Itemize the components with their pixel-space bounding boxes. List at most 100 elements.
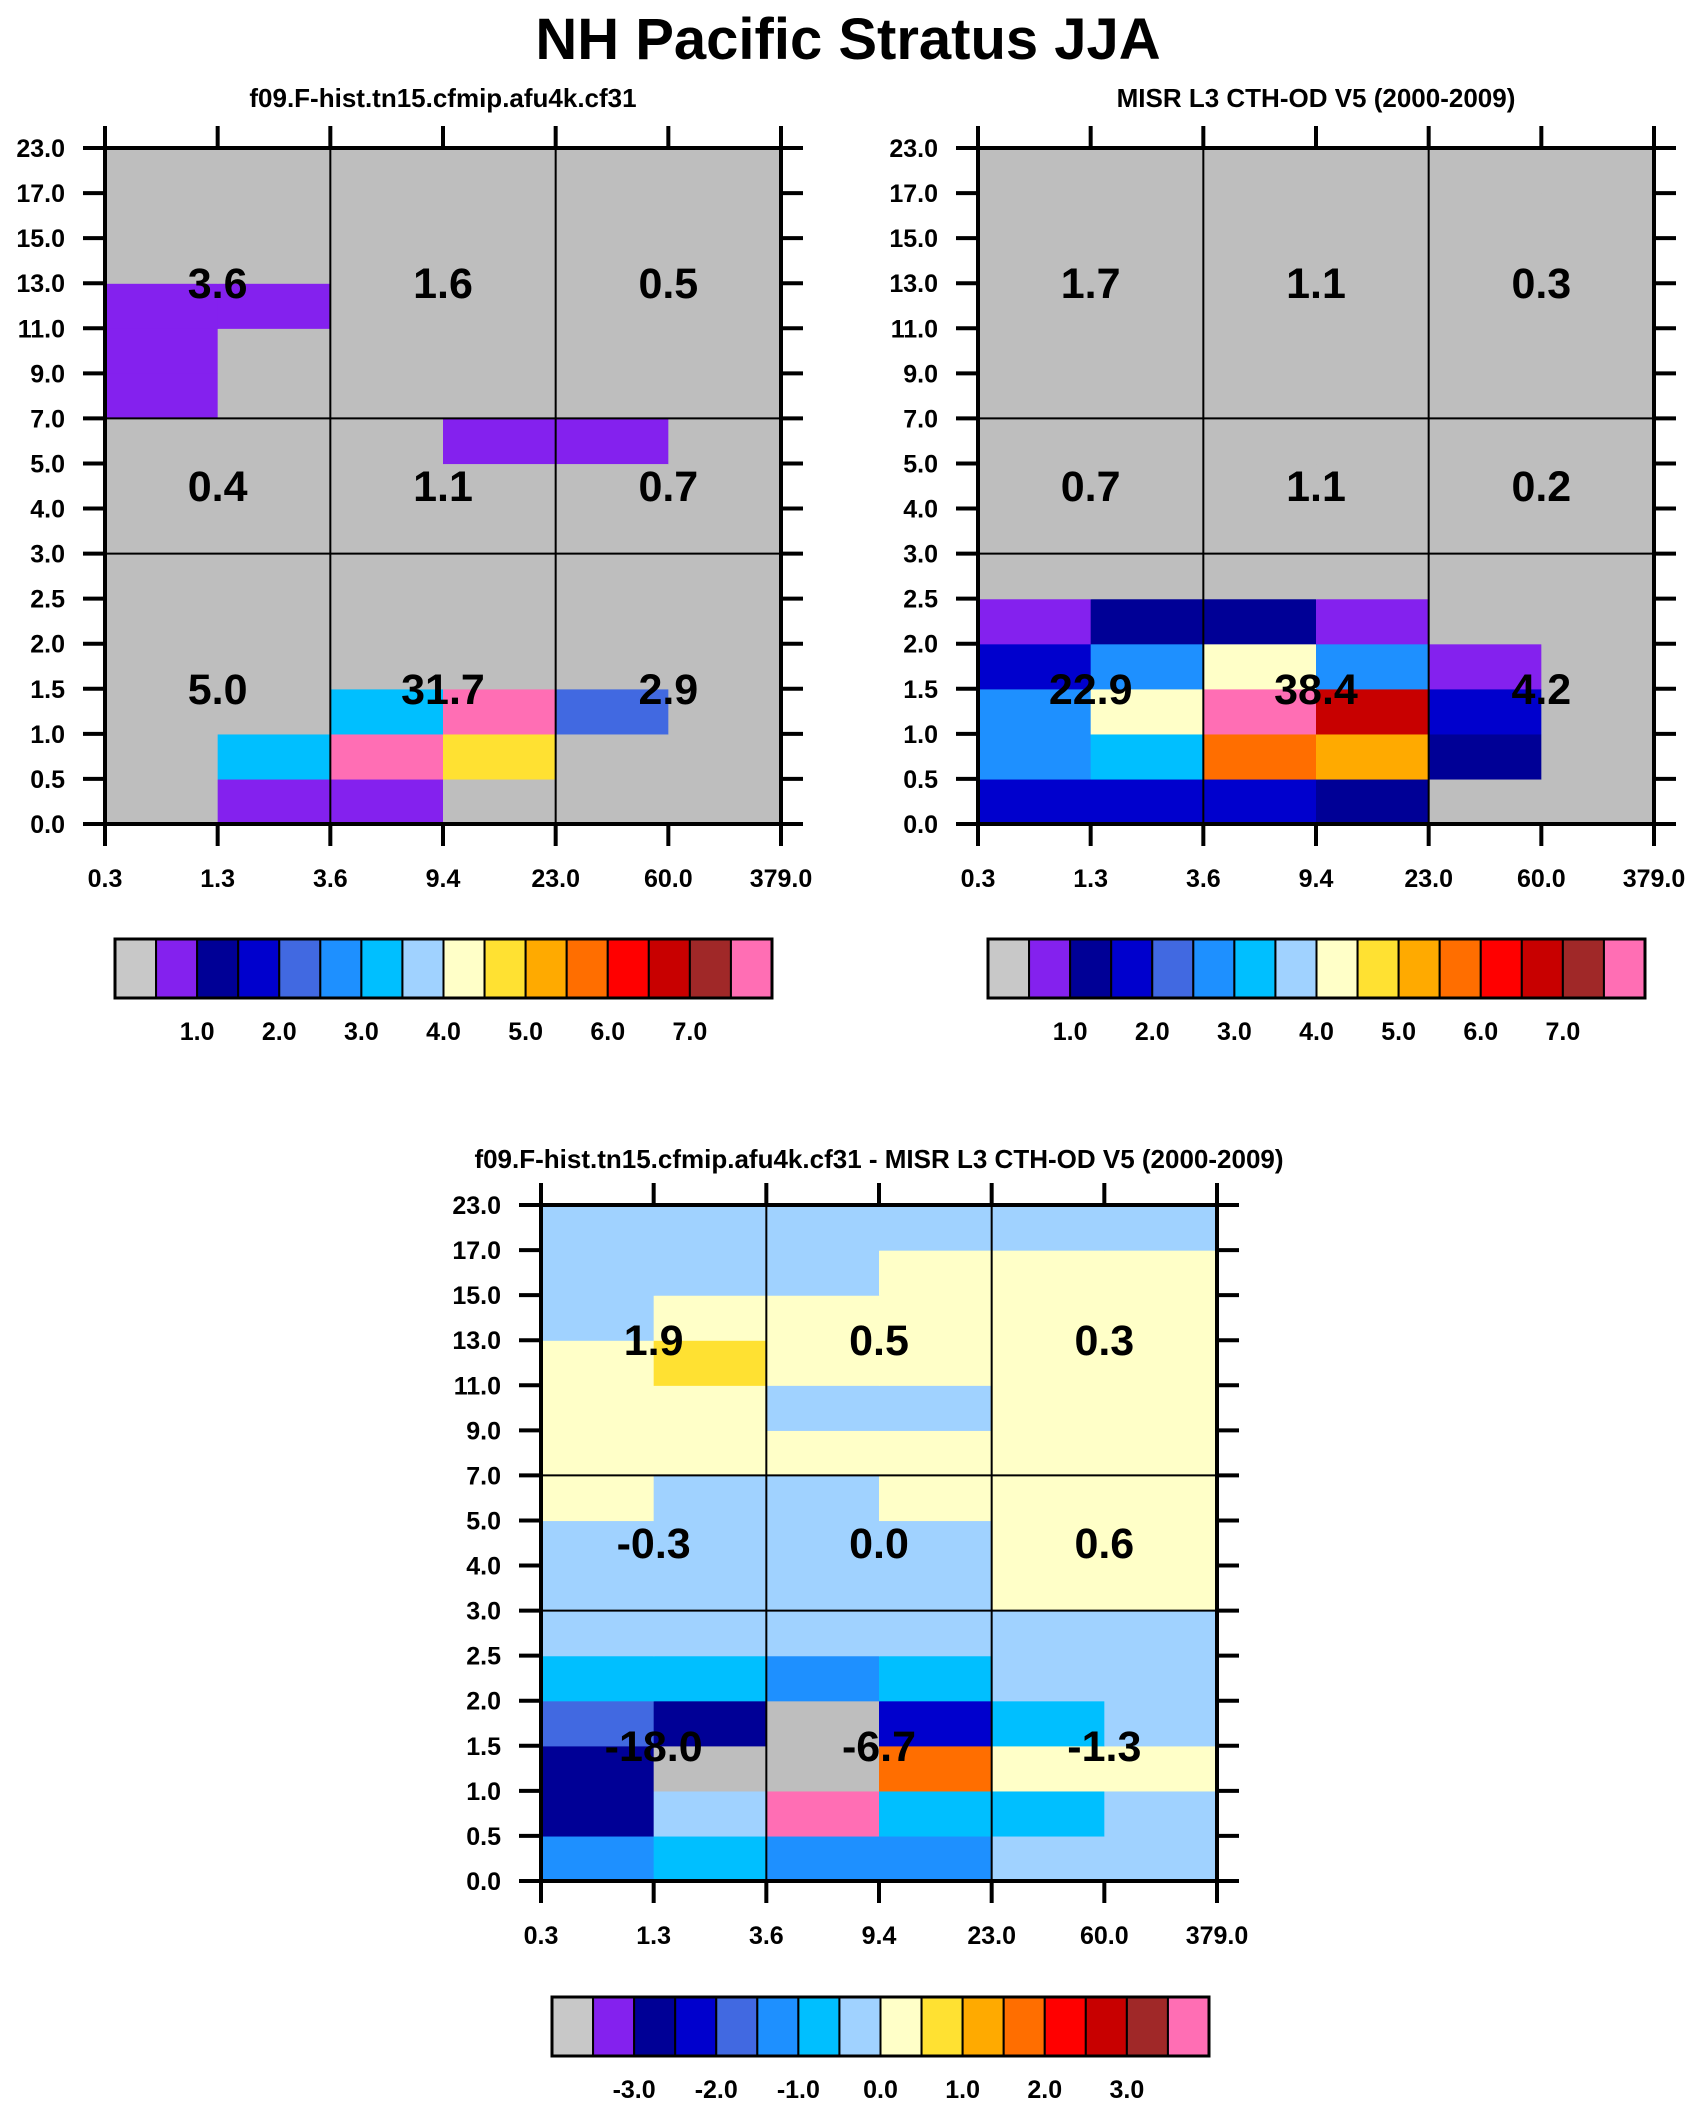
colorbar-frame [986,937,1647,1000]
y-tick-label: 3.0 [903,541,938,569]
heatmap-cell [555,283,669,329]
y-tick-label: 2.0 [903,631,938,659]
colorbar-swatch [674,1996,718,2057]
heatmap-cell [443,418,557,465]
heatmap-cell [1428,553,1542,600]
heatmap-cell [1541,733,1655,780]
group-total-label: 0.7 [638,463,698,511]
heatmap-cell [105,328,219,374]
heatmap-cell [217,643,331,690]
colorbar-swatch [155,938,199,999]
y-tick-label: 4.0 [30,496,65,524]
heatmap-cell [555,688,669,735]
x-tick-label: 60.0 [1517,865,1566,893]
heatmap-cell [1090,463,1204,510]
heatmap-cell [1203,373,1317,419]
x-tick-label: 3.6 [749,1922,784,1950]
heatmap-cell [330,643,444,690]
group-total-label: 1.9 [624,1317,684,1365]
group-total-label: 3.6 [188,260,248,308]
colorbar-swatch [987,938,1031,999]
heatmap-cell [1203,148,1317,194]
heatmap-cell [541,1790,655,1837]
colorbar-label: 0.0 [863,2076,898,2103]
colorbar-swatch [647,938,691,999]
group-total-label: 0.3 [1074,1317,1134,1365]
colorbar-swatch [729,938,773,999]
y-tick-label: 23.0 [889,135,938,163]
heatmap-cell [105,778,219,825]
colorbar-swatch [1151,938,1195,999]
heatmap-cell [105,598,219,645]
heatmap-cell [668,283,782,329]
heatmap-cell [978,418,1092,465]
y-tick-label: 2.5 [466,1643,501,1671]
heatmap-cell [217,328,331,374]
heatmap-cell [541,1475,655,1522]
heatmap-cell [1203,778,1317,825]
heatmap-cell [978,328,1092,374]
y-tick-label: 15.0 [452,1282,501,1310]
heatmap-cell [978,373,1092,419]
heatmap-cell [443,778,557,825]
heatmap-cell [330,283,444,329]
colorbar-swatch [401,938,445,999]
heatmap-cell [1428,238,1542,284]
heatmap-cell [991,1565,1105,1612]
heatmap-cell [1316,733,1430,780]
heatmap-cell [978,508,1092,555]
y-tick-label: 11.0 [891,315,938,343]
group-total-label: 0.5 [849,1317,909,1365]
heatmap-cell [1428,373,1542,419]
heatmap-cell [766,1430,880,1476]
heatmap-cell [541,1385,655,1431]
heatmap-cell [1104,1790,1218,1837]
heatmap-cell [1316,778,1430,825]
heatmap-cell [1090,238,1204,284]
group-total-label: 0.7 [1061,463,1121,511]
heatmap-cell [217,598,331,645]
heatmap-cell [668,688,782,735]
colorbar-swatch [1274,938,1318,999]
colorbar-label: 3.0 [344,1018,379,1046]
figure-title: NH Pacific Stratus JJA [535,7,1161,72]
heatmap-cell [978,238,1092,284]
y-tick-label: 7.0 [466,1462,501,1490]
group-total-label: -1.3 [1067,1723,1141,1771]
colorbar-label: 6.0 [590,1018,625,1046]
y-tick-label: 11.0 [454,1372,501,1400]
heatmap-cell [443,328,557,374]
heatmap-cell [1090,598,1204,645]
colorbar-label: 2.0 [1027,2076,1062,2103]
y-tick-label: 11.0 [18,315,65,343]
heatmap-cell [443,553,557,600]
heatmap-cell [1203,688,1317,735]
heatmap-cell [879,1520,993,1567]
colorbar-swatch [1069,938,1113,999]
x-tick-label: 1.3 [1073,865,1108,893]
group-total-label: 1.7 [1061,260,1121,308]
group-total-label: 1.1 [1286,260,1346,308]
heatmap-cell [555,328,669,374]
heatmap-cell [443,598,557,645]
colorbar-swatch [1602,938,1646,999]
heatmap-cell [879,1700,993,1747]
heatmap-cell [217,373,331,419]
colorbar-swatch [1315,938,1359,999]
heatmap-cell [1203,508,1317,555]
heatmap-cell [1203,643,1317,690]
colorbar-label: 3.0 [1217,1018,1252,1046]
colorbar-swatch [196,938,240,999]
heatmap-cell [105,643,219,690]
heatmap-cell [443,688,557,735]
heatmap-cell [105,238,219,284]
heatmap-cell [879,1835,993,1882]
heatmap-cell [653,1250,767,1296]
heatmap-cell [541,1520,655,1567]
heatmap-cell [1316,373,1430,419]
heatmap-cell [653,1790,767,1837]
colorbar: 1.0 2.0 3.0 4.0 5.0 6.0 7.0 [986,937,1647,1046]
x-tick-label: 379.0 [750,865,813,893]
heatmap-cell [330,193,444,239]
heatmap-cell [541,1250,655,1296]
